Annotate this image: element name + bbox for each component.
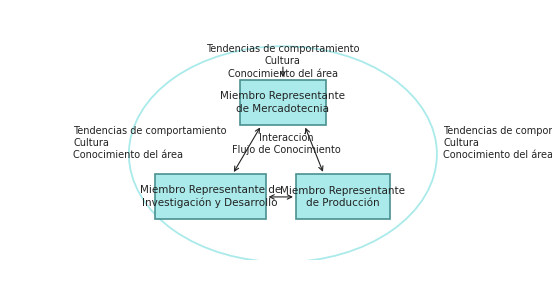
Text: Miembro Representante
de Mercadotecnia: Miembro Representante de Mercadotecnia	[220, 91, 346, 114]
Text: Miembro Representante de
Investigación y Desarrollo: Miembro Representante de Investigación y…	[140, 185, 281, 208]
Text: Tendencias de comportamiento
Cultura
Conocimiento del área: Tendencias de comportamiento Cultura Con…	[443, 126, 552, 160]
Bar	[155, 174, 266, 219]
Text: Tendencias de comportamiento
Cultura
Conocimiento del área: Tendencias de comportamiento Cultura Con…	[73, 126, 227, 160]
Text: Tendencias de comportamiento
Cultura
Conocimiento del área: Tendencias de comportamiento Cultura Con…	[206, 44, 360, 79]
Bar	[240, 80, 326, 125]
Bar	[296, 174, 390, 219]
Text: Miembro Representante
de Producción: Miembro Representante de Producción	[280, 186, 405, 208]
Text: Interacción
Flujo de Conocimiento: Interacción Flujo de Conocimiento	[232, 133, 341, 155]
